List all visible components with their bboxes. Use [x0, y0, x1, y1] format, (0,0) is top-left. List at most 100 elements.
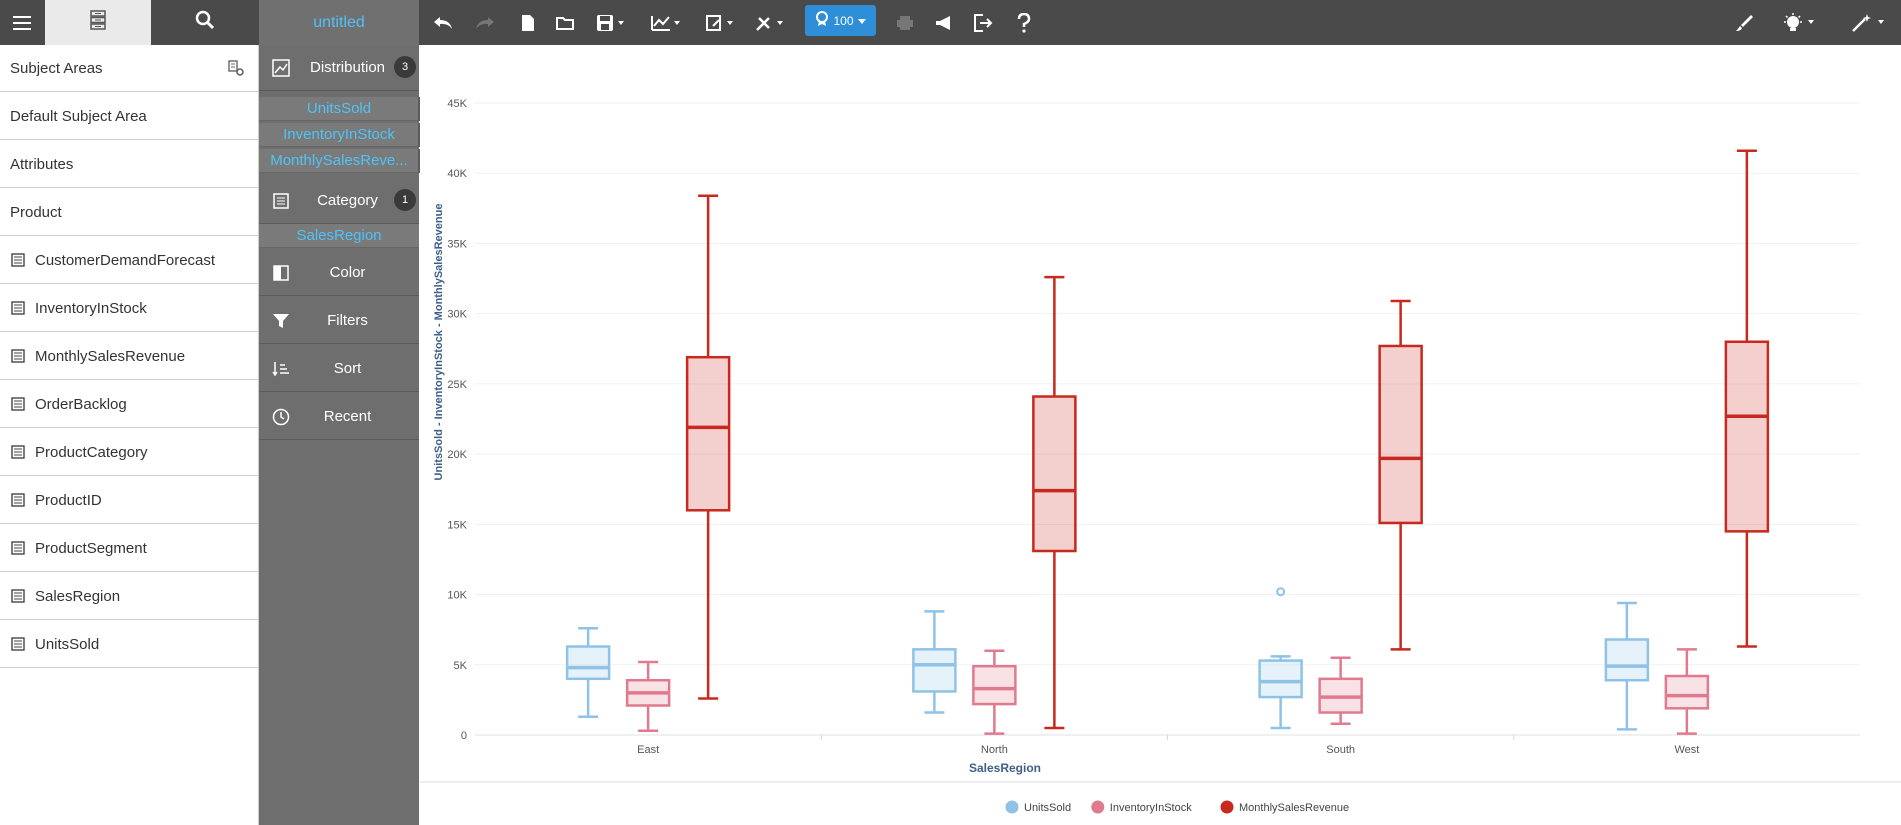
filter-icon: [272, 312, 290, 330]
chart-canvas[interactable]: 0 5K 10K 15K 20K 25K 30K 35K 40K 45K East North Sou…: [420, 45, 1901, 825]
insights-lightbulb-icon[interactable]: [1776, 0, 1822, 45]
sidebar-item-inventoryinstock[interactable]: InventoryInStock: [0, 285, 258, 332]
iqr-box: [1032, 395, 1077, 553]
y-tick-label: 40K: [447, 168, 467, 180]
hamburger-menu-icon[interactable]: [0, 0, 44, 45]
box-InventoryInStock-West[interactable]: [1664, 648, 1710, 735]
legend-label: MonthlySalesRevenue: [1239, 802, 1349, 814]
table-icon: [11, 589, 25, 603]
box-MonthlySalesRevenue-West[interactable]: [1724, 149, 1770, 648]
y-tick-label: 5K: [454, 660, 468, 672]
tools-icon[interactable]: [750, 0, 790, 45]
announce-icon[interactable]: [932, 0, 958, 45]
y-axis-title: UnitsSold - InventoryInStock - MonthlySa…: [433, 204, 445, 481]
legend-swatch: [1220, 800, 1234, 814]
iqr-box: [1664, 674, 1710, 710]
box-UnitsSold-North[interactable]: [912, 610, 957, 714]
y-tick-label: 15K: [447, 519, 467, 531]
print-icon[interactable]: [893, 0, 917, 45]
legend-swatch: [1091, 800, 1105, 814]
sidebar-item-orderbacklog[interactable]: OrderBacklog: [0, 381, 258, 428]
table-icon: [11, 301, 25, 315]
manage-subject-areas-icon[interactable]: [228, 60, 244, 80]
box-UnitsSold-West[interactable]: [1604, 601, 1650, 731]
sidebar-item-product[interactable]: Product: [0, 189, 258, 236]
export-icon[interactable]: [970, 0, 996, 45]
search-tab[interactable]: [152, 0, 258, 45]
legend-label: InventoryInStock: [1110, 802, 1192, 814]
y-tick-label: 30K: [447, 309, 467, 321]
table-icon: [11, 541, 25, 555]
sort-label: Sort: [333, 360, 362, 377]
auto-visualize-wand-icon[interactable]: [1846, 0, 1892, 45]
legend-label: UnitsSold: [1024, 802, 1071, 814]
open-folder-icon[interactable]: [552, 0, 580, 45]
sidebar-item-label: InventoryInStock: [35, 299, 147, 317]
sidebar-item-label: Product: [10, 203, 62, 221]
top-toolbar: untitled 100: [0, 0, 1901, 45]
visualization-chart-icon[interactable]: [645, 0, 687, 45]
table-icon: [11, 493, 25, 507]
sort-section[interactable]: Sort: [259, 346, 419, 392]
box-MonthlySalesRevenue-South[interactable]: [1378, 299, 1423, 651]
category-icon: [272, 192, 290, 210]
document-title[interactable]: untitled: [259, 0, 419, 45]
box-InventoryInStock-East[interactable]: [625, 660, 671, 733]
distribution-count-badge: 3: [394, 56, 416, 78]
sidebar-item-customerdemandforecast[interactable]: CustomerDemandForecast: [0, 237, 258, 284]
grammar-panel: Distribution 3 UnitsSold InventoryInStoc…: [259, 45, 442, 825]
table-icon: [11, 637, 25, 651]
iqr-box: [1258, 659, 1303, 699]
box-UnitsSold-South[interactable]: [1258, 587, 1303, 730]
new-document-icon[interactable]: [516, 0, 540, 45]
boxplot-chart: 0 5K 10K 15K 20K 25K 30K 35K 40K 45K East North Sou…: [420, 98, 1901, 814]
y-tick-label: 35K: [447, 238, 467, 250]
category-section[interactable]: Category 1: [259, 178, 419, 224]
sidebar-item-monthlysalesrevenue[interactable]: MonthlySalesRevenue: [0, 333, 258, 380]
category-field-salesregion[interactable]: SalesRegion: [259, 224, 419, 248]
save-icon[interactable]: [592, 0, 630, 45]
data-elements-sidebar: Subject Areas Default Subject Area Attri…: [0, 45, 259, 825]
sidebar-item-productsegment[interactable]: ProductSegment: [0, 525, 258, 572]
outlier-point[interactable]: [1276, 587, 1286, 597]
zoom-level-dropdown[interactable]: 100: [805, 5, 876, 36]
box-MonthlySalesRevenue-East[interactable]: [685, 194, 731, 700]
distribution-chart-icon: [272, 58, 290, 77]
box-InventoryInStock-North[interactable]: [972, 649, 1017, 735]
distribution-field-inventoryinstock[interactable]: InventoryInStock: [259, 123, 442, 147]
box-MonthlySalesRevenue-North[interactable]: [1032, 275, 1077, 730]
sidebar-item-attributes[interactable]: Attributes: [0, 141, 258, 188]
y-tick-label: 45K: [447, 98, 467, 110]
distribution-field-unitssold[interactable]: UnitsSold: [259, 97, 442, 121]
box-InventoryInStock-South[interactable]: [1318, 656, 1363, 726]
data-panel-tab[interactable]: [45, 0, 151, 45]
table-icon: [11, 397, 25, 411]
sidebar-item-salesregion[interactable]: SalesRegion: [0, 573, 258, 620]
color-palette-icon: [272, 264, 290, 282]
sidebar-item-productid[interactable]: ProductID: [0, 477, 258, 524]
color-section[interactable]: Color: [259, 250, 419, 296]
x-axis-title: SalesRegion: [969, 761, 1041, 775]
sidebar-item-unitssold[interactable]: UnitsSold: [0, 621, 258, 668]
redo-icon[interactable]: [470, 0, 500, 45]
brush-icon[interactable]: [1730, 0, 1758, 45]
recent-section[interactable]: Recent: [259, 394, 419, 440]
box-UnitsSold-East[interactable]: [565, 627, 611, 718]
iqr-box: [1378, 344, 1423, 525]
add-canvas-icon[interactable]: [700, 0, 740, 45]
sidebar-item-label: ProductCategory: [35, 443, 148, 461]
clock-icon: [272, 408, 290, 426]
sidebar-item-default-subject-area[interactable]: Default Subject Area: [0, 93, 258, 140]
help-icon[interactable]: [1012, 0, 1036, 45]
distribution-section[interactable]: Distribution 3: [259, 45, 419, 91]
search-icon: [195, 10, 215, 35]
sidebar-item-subject-areas[interactable]: Subject Areas: [0, 45, 258, 92]
y-tick-label: 25K: [447, 379, 467, 391]
iqr-box: [1604, 638, 1650, 682]
filters-section[interactable]: Filters: [259, 298, 419, 344]
sidebar-item-label: ProductSegment: [35, 539, 147, 557]
distribution-field-monthlysalesrevenue[interactable]: MonthlySalesReve...: [259, 149, 442, 173]
sidebar-item-productcategory[interactable]: ProductCategory: [0, 429, 258, 476]
undo-icon[interactable]: [428, 0, 458, 45]
iqr-box: [685, 355, 731, 512]
